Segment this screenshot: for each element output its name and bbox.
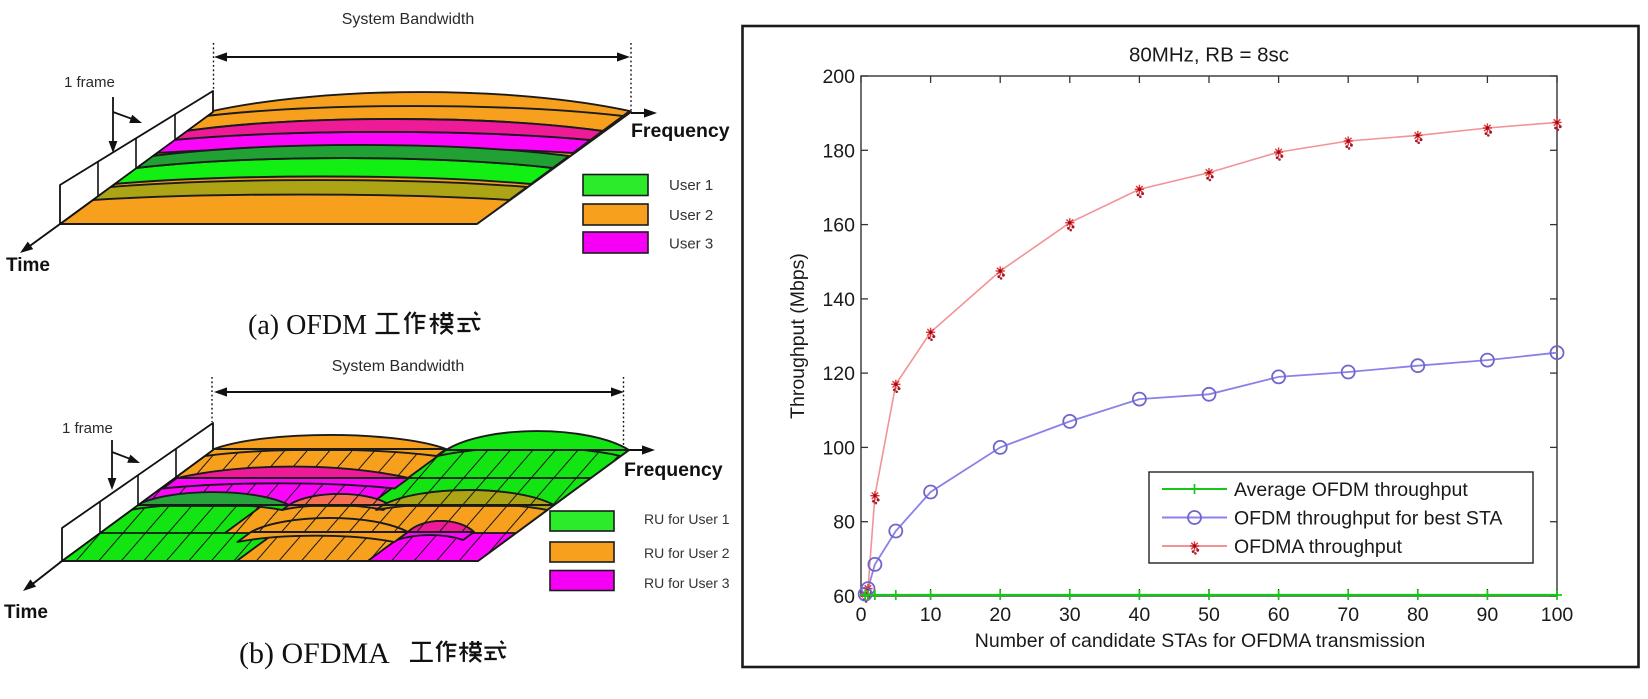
svg-text:RU for User 3: RU for User 3 [644,575,730,591]
svg-text:0: 0 [856,604,867,626]
svg-text:Number of candidate STAs for O: Number of candidate STAs for OFDMA trans… [975,630,1425,652]
svg-text:Average OFDM throughput: Average OFDM throughput [1234,479,1468,501]
svg-text:System Bandwidth: System Bandwidth [332,358,465,375]
svg-text:200: 200 [822,66,855,88]
svg-text:(b) OFDMA: (b) OFDMA [239,637,390,670]
svg-text:40: 40 [1129,604,1151,626]
svg-text:Frequency: Frequency [631,120,730,142]
svg-text:RU for User 1: RU for User 1 [644,511,730,527]
svg-text:80MHz, RB = 8sc: 80MHz, RB = 8sc [1129,44,1289,67]
svg-text:User 1: User 1 [669,177,713,194]
svg-text:140: 140 [822,289,855,311]
svg-text:10: 10 [920,604,942,626]
svg-text:50: 50 [1198,604,1220,626]
svg-text:User 3: User 3 [669,236,713,253]
svg-text:1 frame: 1 frame [62,420,113,437]
svg-text:160: 160 [822,215,855,237]
svg-text:OFDMA throughput: OFDMA throughput [1234,536,1403,558]
svg-text:90: 90 [1477,604,1499,626]
svg-text:80: 80 [833,512,855,534]
svg-text:60: 60 [833,586,855,608]
svg-text:70: 70 [1337,604,1359,626]
svg-text:Time: Time [6,255,50,276]
svg-text:20: 20 [989,604,1011,626]
svg-text:Time: Time [4,602,48,623]
svg-text:60: 60 [1268,604,1290,626]
svg-text:OFDM throughput for best STA: OFDM throughput for best STA [1234,508,1502,530]
svg-text:System Bandwidth: System Bandwidth [342,11,475,28]
svg-text:Frequency: Frequency [624,459,723,481]
svg-text:180: 180 [822,140,855,162]
svg-text:User 2: User 2 [669,207,713,224]
svg-text:30: 30 [1059,604,1081,626]
svg-text:RU for User 2: RU for User 2 [644,545,730,561]
svg-text:Throughput (Mbps): Throughput (Mbps) [787,253,809,419]
svg-text:1 frame: 1 frame [64,74,115,91]
svg-text:80: 80 [1407,604,1429,626]
svg-text:120: 120 [822,363,855,385]
svg-text:(a) OFDM: (a) OFDM [248,310,367,341]
svg-text:100: 100 [1541,604,1574,626]
svg-text:100: 100 [822,437,855,459]
